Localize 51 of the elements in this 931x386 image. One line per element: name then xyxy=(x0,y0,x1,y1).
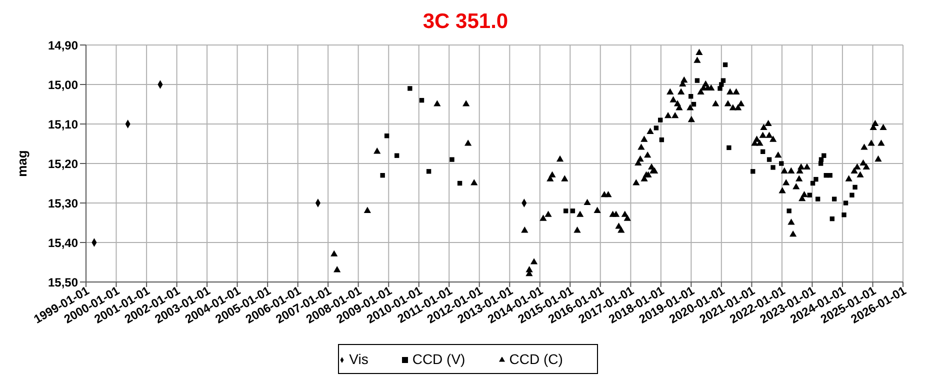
y-tick-label: 15,10 xyxy=(48,117,78,132)
point xyxy=(766,157,772,162)
point xyxy=(718,86,722,91)
point xyxy=(850,192,854,198)
point xyxy=(828,173,832,178)
legend-label: CCD (V) xyxy=(412,351,466,367)
y-tick-label: 15,20 xyxy=(48,156,78,171)
point xyxy=(814,176,818,182)
chart-title: 3C 351.0 xyxy=(422,10,510,34)
point xyxy=(832,196,837,202)
point xyxy=(807,192,812,198)
point xyxy=(380,173,385,178)
point xyxy=(384,134,390,138)
point xyxy=(786,208,792,214)
point xyxy=(457,180,462,186)
legend-label: Vis xyxy=(349,351,368,367)
y-tick-label: 15,50 xyxy=(48,275,78,290)
point xyxy=(720,78,726,83)
point xyxy=(779,161,784,166)
point xyxy=(815,196,820,202)
y-tick-label: 15,30 xyxy=(48,196,78,210)
point xyxy=(852,184,858,190)
y-tick-label: 14,90 xyxy=(48,38,78,52)
point xyxy=(842,212,846,218)
point xyxy=(726,145,732,150)
point xyxy=(408,86,412,91)
point xyxy=(719,82,724,87)
point xyxy=(694,78,700,83)
point xyxy=(426,169,432,174)
y-axis-title: mag xyxy=(14,150,30,177)
y-tick-label: 15,00 xyxy=(48,78,78,92)
point xyxy=(659,137,664,142)
point xyxy=(770,165,776,170)
point xyxy=(818,157,824,162)
point xyxy=(722,62,728,68)
y-tick-label: 15,40 xyxy=(48,236,78,250)
point xyxy=(570,208,576,214)
point xyxy=(750,169,756,174)
point xyxy=(394,153,400,158)
point xyxy=(691,102,696,107)
point xyxy=(830,216,835,222)
point xyxy=(822,153,826,158)
legend-label: CCD (C) xyxy=(509,351,563,367)
point xyxy=(654,126,659,130)
point xyxy=(843,200,848,206)
point xyxy=(563,208,568,214)
point xyxy=(419,98,424,103)
point xyxy=(760,149,766,154)
point xyxy=(450,157,454,162)
point xyxy=(658,118,663,122)
point xyxy=(688,94,694,99)
